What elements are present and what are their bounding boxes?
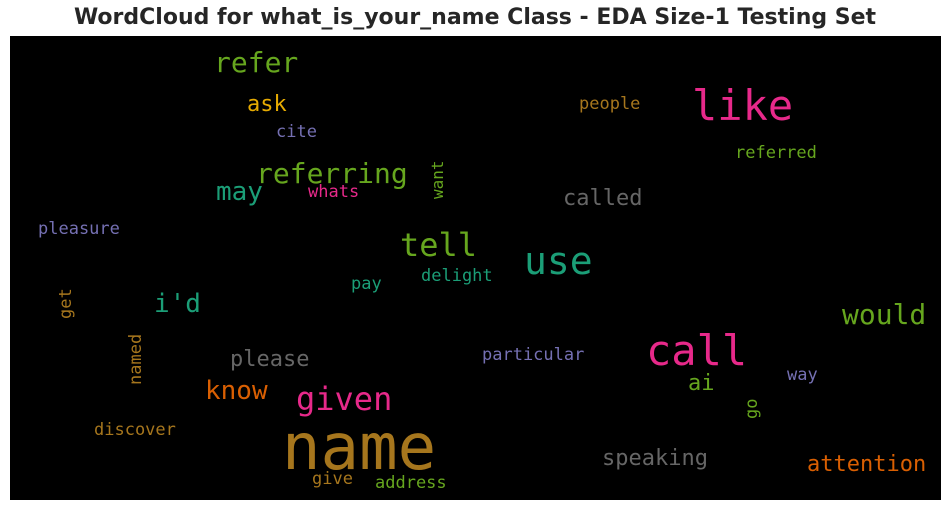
word-whats: whats: [308, 182, 360, 202]
word-give: give: [312, 469, 353, 489]
word-pleasure: pleasure: [38, 219, 120, 239]
word-would: would: [842, 298, 927, 331]
word-given: given: [296, 380, 393, 418]
word-attention: attention: [807, 452, 927, 477]
word-way: way: [787, 365, 818, 385]
word-discover: discover: [94, 420, 176, 440]
word-ask: ask: [247, 92, 287, 117]
word-pay: pay: [351, 274, 382, 294]
word-like: like: [692, 81, 794, 130]
word-named: named: [126, 333, 146, 385]
word-go: go: [742, 398, 762, 419]
word-please: please: [230, 347, 310, 372]
word-know: know: [205, 376, 268, 406]
word-refer: refer: [214, 46, 299, 79]
word-want: want: [428, 160, 447, 199]
word-referred: referred: [735, 143, 817, 163]
word-ai: ai: [688, 371, 715, 396]
word-tell: tell: [400, 226, 478, 264]
word-particular: particular: [482, 345, 585, 365]
word-called: called: [563, 186, 643, 211]
word-speaking: speaking: [602, 446, 708, 471]
word-delight: delight: [421, 266, 493, 286]
word-get: get: [56, 288, 76, 319]
word-cite: cite: [276, 122, 317, 142]
word-call: call: [646, 326, 748, 375]
word-name: name: [282, 411, 437, 485]
word-cloud: refer ask cite like people referred refe…: [10, 36, 941, 500]
word-use: use: [524, 239, 593, 283]
word-may: may: [216, 177, 263, 207]
word-id: i'd: [154, 289, 201, 319]
word-people: people: [579, 94, 641, 114]
chart-title: WordCloud for what_is_your_name Class - …: [73, 5, 877, 30]
word-referring: referring: [256, 157, 408, 190]
word-address: address: [375, 473, 447, 493]
